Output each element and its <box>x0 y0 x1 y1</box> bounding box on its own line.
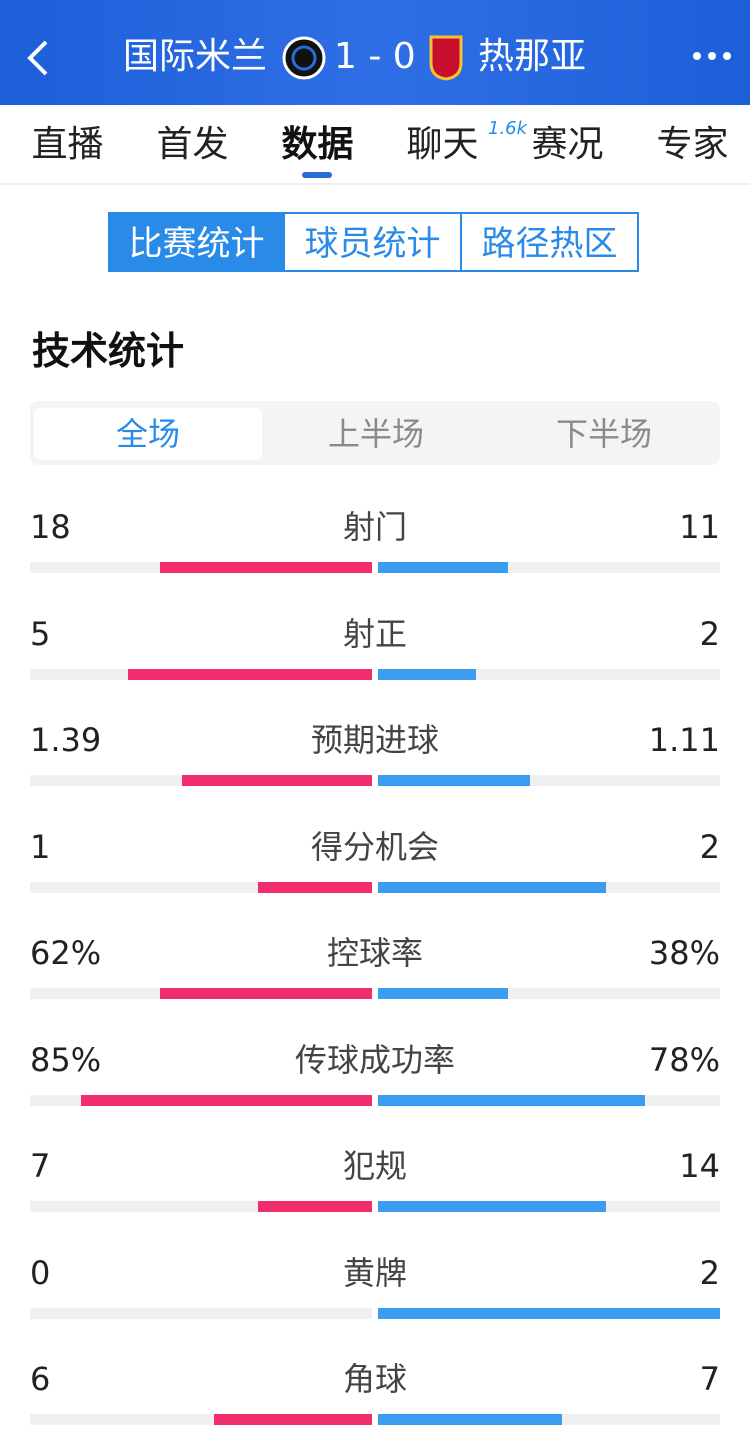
away-value: 2 <box>699 614 720 653</box>
home-bar <box>258 1201 372 1212</box>
home-bar <box>127 668 372 680</box>
away-logo <box>429 35 463 81</box>
stat-name: 犯规 <box>342 1147 407 1185</box>
away-bar <box>378 881 606 893</box>
bar-track <box>378 775 720 786</box>
stat-name: 控球率 <box>326 934 423 972</box>
tab[interactable]: 赛况 <box>531 124 604 165</box>
home-value: 1.39 <box>30 721 102 759</box>
home-value: 7 <box>30 1147 51 1185</box>
tab-badge: 1.6k <box>488 118 528 139</box>
more-button[interactable] <box>692 50 732 62</box>
home-bar <box>81 1094 372 1106</box>
home-bar <box>159 562 372 573</box>
away-bar <box>378 988 508 999</box>
stat-name: 黄牌 <box>342 1253 407 1292</box>
away-team: 热那亚 <box>478 36 587 77</box>
home-bar <box>181 775 372 786</box>
bar-track <box>378 668 720 680</box>
tab[interactable]: 首发 <box>156 124 229 165</box>
stat-name: 预期进球 <box>310 721 439 759</box>
score: 1 - 0 <box>334 36 416 77</box>
home-bar <box>159 988 372 999</box>
tab[interactable]: 数据 <box>281 124 354 165</box>
period-tab[interactable]: 上半场 <box>327 415 424 453</box>
stat-name: 传球成功率 <box>294 1040 455 1079</box>
home-value: 0 <box>30 1253 51 1292</box>
bar-track <box>30 1201 372 1212</box>
stat-name: 射门 <box>342 508 407 546</box>
stat-name: 角球 <box>342 1360 407 1398</box>
away-bar <box>378 562 508 573</box>
bar-track <box>378 562 720 573</box>
segment[interactable]: 球员统计 <box>285 212 462 272</box>
away-bar <box>378 1414 563 1425</box>
tab[interactable]: 直播 <box>31 124 104 165</box>
home-value: 62% <box>30 934 102 972</box>
away-value: 7 <box>699 1360 720 1398</box>
bar-track <box>30 1414 372 1425</box>
bar-track <box>30 1307 372 1319</box>
period-tab[interactable]: 全场 <box>34 408 262 460</box>
header: 国际米兰 1 - 0 热那亚 <box>0 0 750 105</box>
home-value: 1 <box>30 827 51 866</box>
home-value: 6 <box>30 1360 51 1398</box>
home-logo <box>282 36 326 80</box>
away-bar <box>378 1094 645 1106</box>
home-value: 18 <box>30 508 71 546</box>
away-value: 14 <box>679 1147 720 1185</box>
away-bar <box>378 775 530 786</box>
home-bar <box>258 881 372 893</box>
away-value: 38% <box>648 934 720 972</box>
home-bar <box>214 1414 372 1425</box>
section-title: 技术统计 <box>32 329 185 373</box>
away-value: 78% <box>648 1040 720 1079</box>
back-button[interactable] <box>22 38 52 78</box>
home-value: 85% <box>30 1040 102 1079</box>
bar-track <box>30 881 372 893</box>
tab[interactable]: 聊天 <box>406 124 479 165</box>
home-team: 国际米兰 <box>123 36 268 77</box>
tab-indicator <box>302 172 332 178</box>
stat-name: 射正 <box>342 614 407 653</box>
away-value: 2 <box>699 827 720 866</box>
segment[interactable]: 比赛统计 <box>108 212 285 272</box>
divider <box>0 183 750 185</box>
away-value: 11 <box>679 508 720 546</box>
stat-name: 得分机会 <box>310 827 439 866</box>
bar-track <box>378 988 720 999</box>
away-bar <box>378 668 476 680</box>
away-bar <box>378 1307 720 1319</box>
away-value: 2 <box>699 1253 720 1292</box>
tab[interactable]: 专家 <box>656 124 729 165</box>
away-bar <box>378 1201 606 1212</box>
home-value: 5 <box>30 614 51 653</box>
period-tab[interactable]: 下半场 <box>555 415 652 453</box>
segment[interactable]: 路径热区 <box>462 212 639 272</box>
away-value: 1.11 <box>648 721 720 759</box>
